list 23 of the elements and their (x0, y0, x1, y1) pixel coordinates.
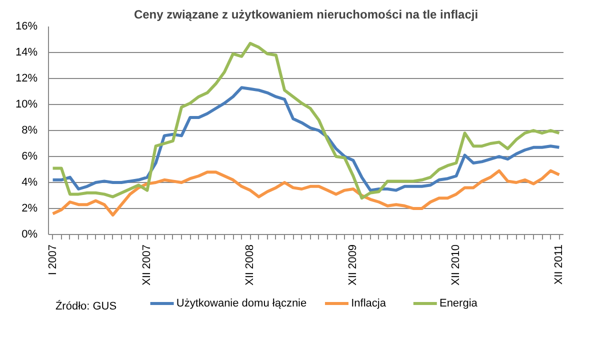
x-tick-label: XII 2010 (450, 244, 462, 286)
x-tick-label: XII 2011 (553, 244, 566, 285)
y-tick-label: 10% (15, 98, 38, 110)
y-tick-label: 8% (22, 124, 38, 136)
y-tick-label: 0% (22, 228, 38, 240)
y-tick-label: 14% (15, 46, 38, 58)
legend-label: Inflacja (351, 298, 387, 310)
line-series (51, 169, 561, 216)
y-tick-label: 6% (22, 150, 38, 162)
legend-label: Użytkowanie domu łącznie (176, 298, 307, 310)
line-series (51, 42, 561, 200)
y-tick-label: 2% (22, 202, 38, 214)
x-tick-label: XII 2008 (244, 244, 256, 286)
chart-title: Ceny związane z użytkowaniem nieruchomości na tle inflacji (134, 8, 478, 22)
y-tick-label: 12% (15, 72, 38, 84)
line-series (51, 86, 561, 192)
x-tick-label: XII 2009 (347, 244, 360, 286)
y-tick-label: 4% (22, 176, 38, 188)
legend-label: Energia (439, 298, 478, 310)
x-tick-label: I 2007 (46, 244, 59, 276)
x-tick-label: XII 2007 (141, 244, 154, 286)
y-tick-label: 16% (15, 20, 38, 32)
text: Źródło: GUS (55, 300, 117, 312)
